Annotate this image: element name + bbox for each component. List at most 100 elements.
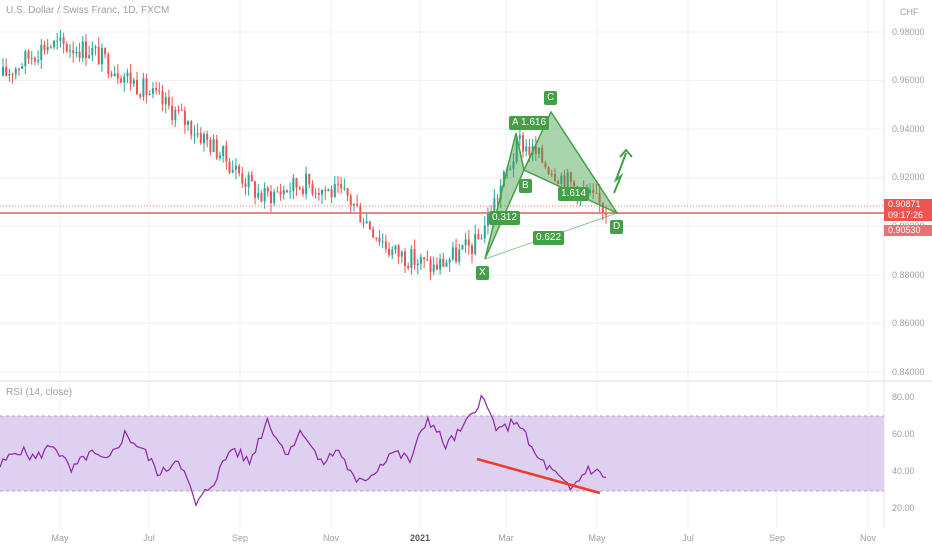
candle-body bbox=[2, 67, 4, 76]
candle-body bbox=[199, 133, 202, 144]
candle-body bbox=[397, 245, 400, 257]
candle-body bbox=[391, 249, 394, 256]
time-label: Nov bbox=[859, 533, 877, 543]
candle-body bbox=[161, 91, 164, 104]
candle-body bbox=[317, 193, 320, 195]
candle-body bbox=[209, 139, 212, 152]
candle-body bbox=[311, 184, 314, 194]
candle-body bbox=[509, 168, 512, 170]
time-label: May bbox=[588, 533, 606, 543]
candle-body bbox=[75, 51, 78, 54]
candle-body bbox=[349, 195, 352, 206]
candle-body bbox=[40, 44, 43, 61]
candle-body bbox=[525, 146, 528, 152]
price-tick: 0.92000 bbox=[892, 172, 925, 182]
candle-body bbox=[257, 192, 260, 198]
candle-body bbox=[340, 184, 343, 189]
candle-body bbox=[244, 183, 247, 188]
candle-body bbox=[250, 174, 253, 182]
time-label: May bbox=[51, 533, 69, 543]
candle-body bbox=[538, 147, 540, 154]
candle-body bbox=[534, 145, 537, 154]
candle-body bbox=[416, 263, 419, 266]
candle-body bbox=[215, 139, 218, 159]
candle-body bbox=[190, 121, 193, 135]
candle-body bbox=[81, 41, 84, 58]
last-price-badge: 0.90871 bbox=[884, 199, 932, 210]
candle-body bbox=[8, 73, 11, 76]
candle-body bbox=[167, 97, 170, 106]
candle-body bbox=[33, 57, 36, 62]
candle-body bbox=[448, 259, 451, 263]
level-price-badge: 0.90530 bbox=[884, 225, 932, 236]
candle-body bbox=[337, 183, 339, 185]
candle-body bbox=[375, 237, 378, 239]
candle-body bbox=[352, 204, 355, 206]
time-label: 2021 bbox=[409, 533, 431, 543]
candle-body bbox=[442, 258, 445, 267]
price-tick: 0.96000 bbox=[892, 75, 925, 85]
candle-body bbox=[477, 234, 480, 240]
candle-body bbox=[30, 57, 33, 59]
candle-body bbox=[247, 174, 250, 188]
candle-body bbox=[72, 50, 75, 54]
candle-body bbox=[458, 249, 461, 262]
candle-body bbox=[270, 191, 272, 204]
candle-body bbox=[435, 264, 438, 270]
time-label: Sep bbox=[231, 533, 249, 543]
candle-body bbox=[404, 251, 406, 267]
pattern-xab-triangle[interactable] bbox=[484, 132, 525, 260]
candle-body bbox=[327, 189, 330, 191]
candle-body bbox=[276, 191, 279, 193]
candle-body bbox=[193, 134, 196, 136]
candle-body bbox=[426, 259, 429, 261]
candle-body bbox=[203, 133, 205, 144]
candle-body bbox=[333, 183, 336, 198]
projection-arrow-head bbox=[619, 148, 633, 158]
candle-body bbox=[518, 135, 521, 139]
candle-body bbox=[566, 172, 569, 190]
candle-body bbox=[37, 60, 40, 62]
candle-body bbox=[225, 145, 228, 162]
candle-body bbox=[423, 257, 426, 260]
candle-body bbox=[78, 51, 81, 58]
candle-body bbox=[27, 51, 30, 59]
candle-body bbox=[238, 165, 241, 174]
candle-body bbox=[5, 67, 8, 76]
time-label: Mar bbox=[498, 533, 514, 543]
candle-body bbox=[148, 93, 151, 95]
candle-body bbox=[254, 181, 257, 198]
candle-body bbox=[228, 161, 231, 173]
candle-body bbox=[471, 245, 473, 255]
candle-body bbox=[432, 264, 435, 272]
candle-body bbox=[231, 169, 234, 173]
candle-body bbox=[279, 191, 282, 195]
candle-body bbox=[49, 46, 52, 48]
rsi-line bbox=[0, 394, 607, 508]
candle-body bbox=[17, 68, 20, 70]
candle-body bbox=[292, 178, 295, 192]
candle-body bbox=[285, 190, 288, 193]
candle-body bbox=[126, 72, 129, 77]
candle-body bbox=[486, 213, 489, 226]
candle-body bbox=[522, 135, 525, 152]
candle-body bbox=[132, 79, 135, 85]
rsi-divergence-line[interactable] bbox=[476, 457, 601, 495]
candle-body bbox=[512, 161, 515, 169]
candle-body bbox=[266, 187, 269, 192]
rsi-title: RSI (14, close) bbox=[6, 387, 73, 398]
price-tick: 0.98000 bbox=[892, 27, 925, 37]
candle-body bbox=[378, 237, 381, 242]
candle-body bbox=[601, 202, 604, 214]
candle-body bbox=[113, 73, 116, 76]
chart-title: U.S. Dollar / Swiss Franc, 1D, FXCM bbox=[6, 5, 170, 16]
candle-body bbox=[21, 66, 24, 69]
candle-body bbox=[455, 247, 458, 262]
candle-body bbox=[592, 189, 595, 193]
currency-label: CHF bbox=[900, 7, 919, 17]
pattern-point-c: C bbox=[544, 91, 558, 105]
time-label: Nov bbox=[322, 533, 340, 543]
candle-body bbox=[483, 225, 486, 239]
projection-arrow[interactable] bbox=[613, 152, 627, 194]
